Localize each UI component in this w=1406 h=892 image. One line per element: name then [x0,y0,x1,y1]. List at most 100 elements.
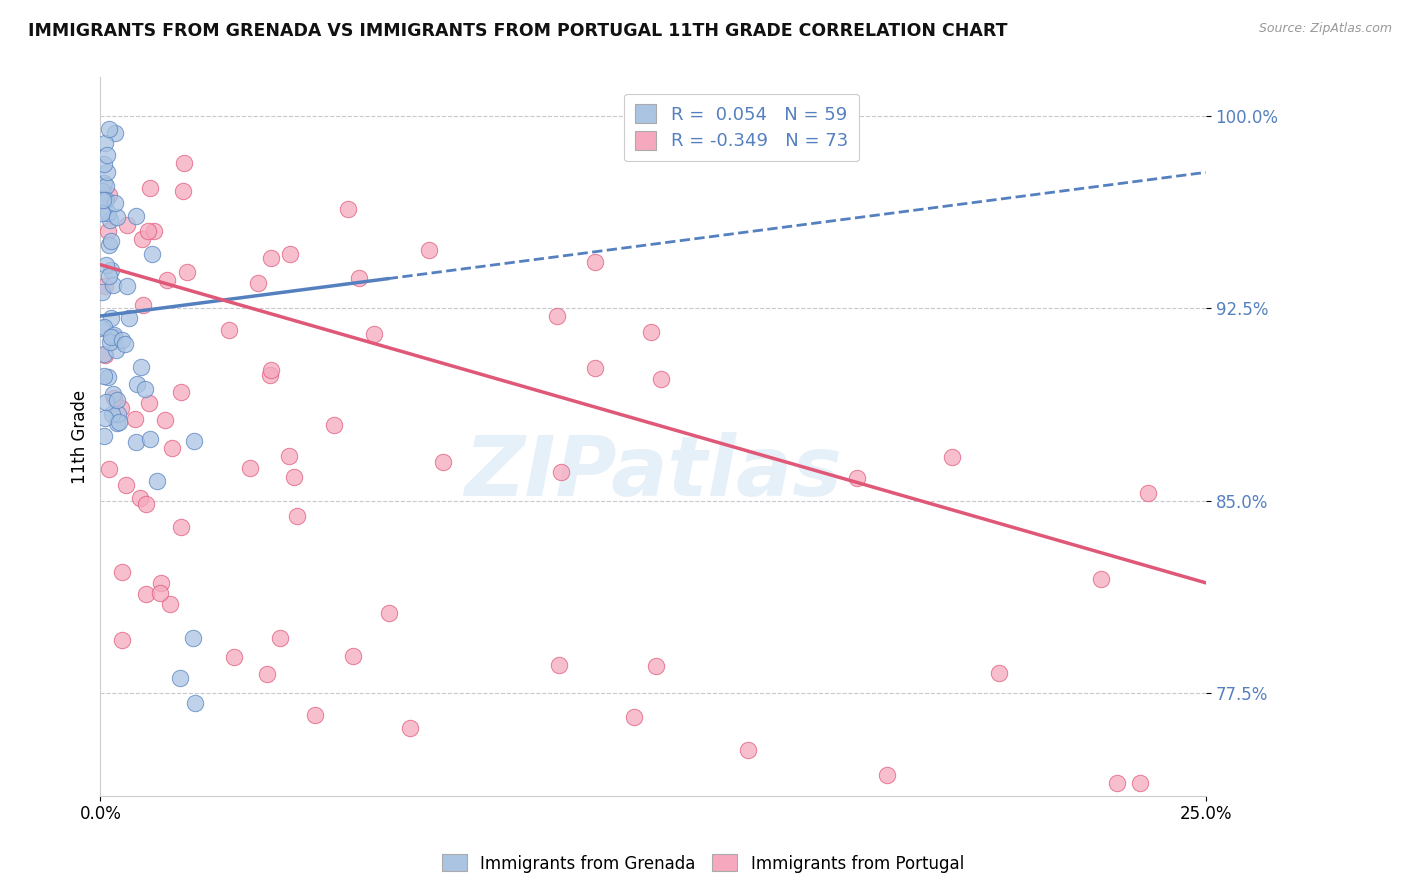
Point [94,394,117,409]
Point [136,224,159,238]
Point [100,234,122,248]
Text: ZIPatlas: ZIPatlas [464,432,842,513]
Point [156,273,179,287]
Y-axis label: 11th Grade: 11th Grade [72,390,89,483]
Point [259,368,281,382]
Point [285,509,308,524]
Point [93,157,115,171]
Point [138,395,160,409]
Point [124,434,146,449]
Point [111,633,134,648]
Point [111,333,134,347]
Point [583,254,606,268]
Point [101,386,124,401]
Point [988,665,1011,680]
Point [93,176,115,190]
Point [94,193,117,207]
Point [93,278,115,293]
Point [418,243,440,257]
Point [546,309,568,323]
Point [114,478,136,492]
Point [256,667,278,681]
Point [100,263,122,277]
Point [153,413,176,427]
Legend: Immigrants from Grenada, Immigrants from Portugal: Immigrants from Grenada, Immigrants from… [436,847,970,880]
Point [93,429,115,443]
Legend: R =  0.054   N = 59, R = -0.349   N = 73: R = 0.054 N = 59, R = -0.349 N = 73 [624,94,859,161]
Point [91,194,114,208]
Point [97,462,120,476]
Point [98,212,121,227]
Point [336,202,359,216]
Point [222,649,245,664]
Point [146,474,169,488]
Point [260,251,283,265]
Point [127,377,149,392]
Point [1129,776,1152,790]
Point [941,450,963,464]
Point [118,311,141,326]
Point [97,269,120,284]
Point [98,188,121,202]
Point [93,347,115,361]
Point [170,384,193,399]
Point [105,416,128,430]
Point [97,206,120,220]
Point [378,606,401,620]
Text: Source: ZipAtlas.com: Source: ZipAtlas.com [1258,22,1392,36]
Point [169,671,191,685]
Point [93,411,115,425]
Point [117,218,139,232]
Point [125,209,148,223]
Point [100,330,122,344]
Point [91,285,114,300]
Point [103,330,125,344]
Point [283,469,305,483]
Point [100,408,122,422]
Point [143,224,166,238]
Point [129,491,152,505]
Point [135,587,157,601]
Point [91,321,114,335]
Point [104,126,127,140]
Point [548,658,571,673]
Point [170,520,193,534]
Point [107,407,129,421]
Point [260,363,283,377]
Point [103,328,125,343]
Point [347,271,370,285]
Point [277,449,299,463]
Point [278,247,301,261]
Point [135,497,157,511]
Point [91,206,114,220]
Point [90,184,112,198]
Point [160,442,183,456]
Point [107,211,129,225]
Point [96,179,118,194]
Point [98,122,121,136]
Point [846,471,869,485]
Point [181,631,204,645]
Point [132,298,155,312]
Point [247,276,270,290]
Point [239,461,262,475]
Point [323,418,346,433]
Point [115,278,138,293]
Point [650,372,672,386]
Point [94,348,117,362]
Point [104,195,127,210]
Point [172,184,194,198]
Text: IMMIGRANTS FROM GRENADA VS IMMIGRANTS FROM PORTUGAL 11TH GRADE CORRELATION CHART: IMMIGRANTS FROM GRENADA VS IMMIGRANTS FR… [28,22,1008,40]
Point [1136,485,1159,500]
Point [105,392,128,407]
Point [159,597,181,611]
Point [645,658,668,673]
Point [96,370,118,384]
Point [94,193,117,207]
Point [131,232,153,246]
Point [640,325,662,339]
Point [141,246,163,260]
Point [124,412,146,426]
Point [97,224,120,238]
Point [173,156,195,170]
